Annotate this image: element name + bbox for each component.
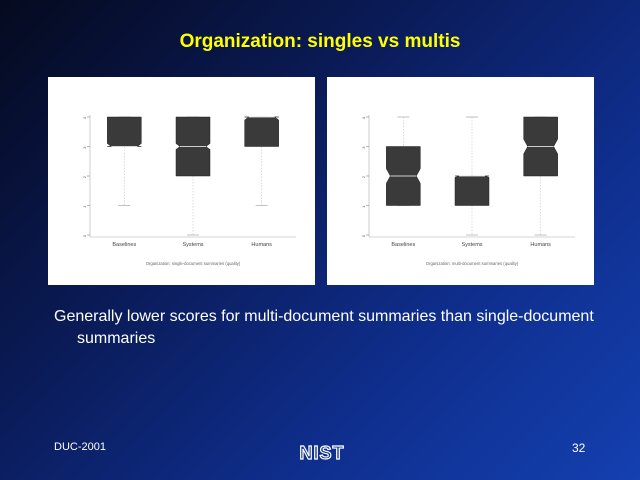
- boxplot-multis: 0 1 2 3 4 Baselines Systems Humans Organization:…: [327, 77, 594, 285]
- footer-label: DUC-2001: [54, 441, 106, 453]
- multis-box-1: [454, 175, 490, 206]
- boxplot-singles: 0 1 2 3 4 Baselines Systems Humans Organization:…: [48, 77, 315, 285]
- boxplot-singles-svg: 0 1 2 3 4 Baselines Systems Humans Organization:…: [82, 115, 296, 266]
- nist-logo: NIST: [290, 442, 354, 463]
- slide-title: Organization: singles vs multis: [179, 31, 461, 52]
- singles-category-label: Baselines: [112, 242, 136, 248]
- boxplot-multis-svg: 0 1 2 3 4 Baselines Systems Humans Organization:…: [361, 115, 575, 266]
- singles-category-label: Systems: [182, 242, 203, 248]
- multis-ytick-label: 1: [361, 205, 366, 208]
- page-number: 32: [572, 441, 586, 455]
- singles-ytick-label: 0: [82, 234, 87, 237]
- singles-ytick-label: 4: [82, 116, 87, 119]
- multis-category-label: Systems: [461, 242, 482, 248]
- multis-ytick-label: 3: [361, 146, 366, 149]
- multis-caption: Organization: multi-document summaries (…: [426, 261, 519, 266]
- multis-ytick-label: 2: [361, 175, 366, 178]
- singles-ytick-label: 1: [82, 205, 87, 208]
- multis-ytick-label: 0: [361, 234, 366, 237]
- multis-category-label: Humans: [530, 242, 551, 248]
- singles-caption: Organization: single-document summaries …: [146, 261, 241, 266]
- singles-ytick-label: 2: [82, 175, 87, 178]
- singles-box-2: [244, 116, 279, 147]
- nist-logo-text: NIST: [299, 443, 344, 461]
- multis-ytick-label: 4: [361, 116, 366, 119]
- singles-box-0: [107, 116, 142, 147]
- slide-body-text: Generally lower scores for multi-documen…: [54, 308, 594, 347]
- multis-category-label: Baselines: [391, 242, 415, 248]
- singles-ytick-label: 3: [82, 146, 87, 149]
- singles-category-label: Humans: [251, 242, 272, 248]
